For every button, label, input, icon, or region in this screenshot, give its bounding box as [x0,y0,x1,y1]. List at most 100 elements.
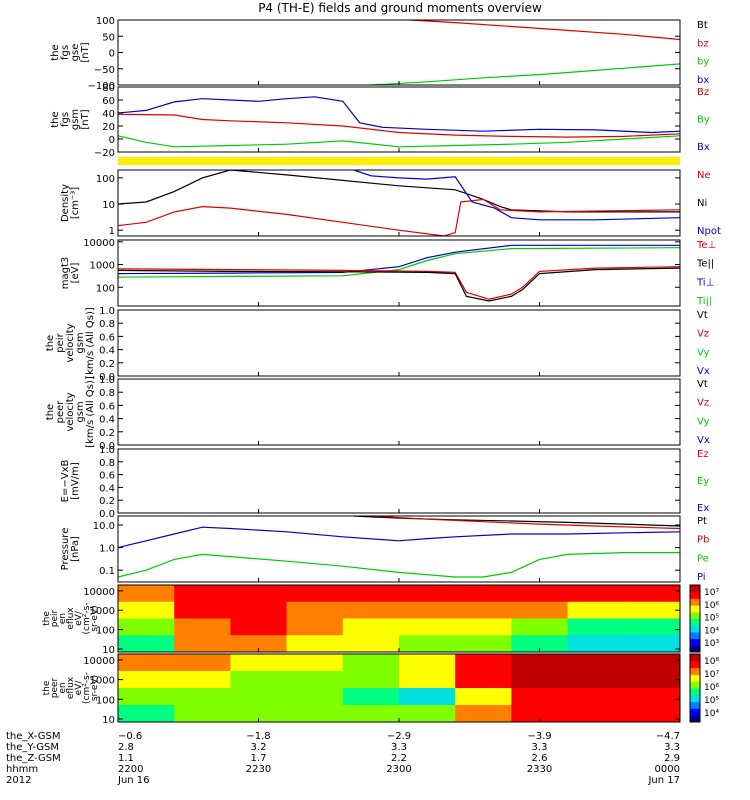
legend-Te⊥: Te⊥ [696,240,716,251]
panel-fgs-gsm: Bz By Bx 80 60 40 20 0 −20 the fgs gsm [nT] [50,83,710,159]
y-label-line: fgs [60,45,71,60]
legend-Ex: Ex [697,503,709,514]
heatmap-cell [623,688,681,706]
series-by [370,63,681,86]
heatmap-cell [174,688,231,706]
heatmap-cell [230,705,288,723]
heatmap-cell [399,688,456,706]
legend-Vy: Vy [697,347,710,358]
y-label-line: gsm [75,332,86,353]
heatmap-cell [230,688,288,706]
y-label-line: gsm [75,401,86,422]
heatmap-cell [342,618,400,636]
heatmap-cell [174,618,231,636]
y-axis-label: Pressure [nPa] [60,528,81,571]
y-axis-label: the fgs gsm [nT] [50,109,91,130]
heatmap-cell [455,635,512,653]
series-Ni [117,169,680,213]
y-tick-label: 0.4 [99,346,115,357]
series-Pi [117,526,681,549]
heatmap-cell [623,585,681,603]
x-row-label: the_Y-GSM [6,742,59,753]
heatmap-cell [174,654,231,672]
heatmap-cell [286,618,344,636]
y-label-line: eV/ [74,680,84,696]
x-tick-value: −3.9 [527,731,551,742]
x-tick-value: −1.8 [246,731,270,742]
x-axis-labels: the_X-GSMthe_Y-GSMthe_Z-GSMhhmm2012−0.62… [6,731,680,786]
colorbar-label: 10⁶ [704,683,719,693]
heatmap-cell [118,635,175,653]
heatmap-cell [286,601,344,619]
x-tick-value: −2.9 [387,731,411,742]
x-tick-value: 1.1 [118,753,134,764]
y-label-line: eflux [66,676,76,699]
heatmap-cell [342,705,400,723]
y-label-line: peer [50,677,60,698]
y-tick-label: 0.0 [99,441,115,452]
heatmap-cell [455,618,512,636]
y-tick-label: 1000 [90,606,115,617]
heatmap-cell [455,585,512,603]
colorbar-segment [690,631,700,640]
y-tick-label: 0.1 [99,566,115,577]
y-label-line: sr-eV) [90,675,100,701]
heatmap-cell [286,671,344,689]
series-Bx [117,96,681,134]
legend-Vx: Vx [697,366,710,377]
heatmap-cell [118,688,175,706]
y-label-line: the [42,680,52,695]
colorbar-segment [690,708,700,716]
heatmap-cell [511,618,569,636]
series-Ti⊥ [117,244,680,275]
colorbar-label: 10⁷ [704,588,719,598]
y-tick-label: 1000 [90,676,115,687]
panel-frame [117,169,681,237]
panel-efield: Ez Ey Ex 1.0 0.8 0.60.4 0.2 0.0 E=−VxB [mV/m] [60,445,709,520]
flag-bar [118,157,680,165]
x-tick-value: 1.7 [251,753,267,764]
y-tick-label: 20 [102,122,115,133]
heatmap-cell [286,585,344,603]
heatmap-cell [174,585,231,603]
y-tick-label: 10 [102,715,115,726]
y-tick-label: −100 [88,81,115,92]
panel-fgs-gse: Bt bz by bx 100 50 0 −50 −100 the fgs gse [nT] [50,16,709,92]
series-Te⊥ [117,266,681,300]
x-row-label: the_X-GSM [6,731,60,742]
heatmap-cell [623,654,681,672]
legend-Vt: Vt [697,379,708,390]
y-tick-label: 100 [96,174,115,185]
panel-frame [117,19,681,86]
heatmap-cell [174,705,231,723]
heatmap-cell [399,585,456,603]
x-tick-value: Jun 17 [647,775,680,786]
colorbar-frame [689,584,701,653]
colorbar-segment [690,598,700,606]
y-label-line: peir [55,332,66,352]
heatmap-cell [511,654,569,672]
y-tick-label: 100 [96,695,115,706]
y-tick-label: 100 [96,16,115,27]
figure-title: P4 (TH-E) fields and ground moments over… [258,1,542,15]
legend-bx: bx [697,75,709,86]
colorbar-segment [690,638,700,646]
y-label-line: gsm [70,109,81,130]
y-label-line: velocity [65,392,76,431]
heatmap-cell [399,601,456,619]
colorbar-segment [690,654,700,662]
y-label-line: Density [60,184,71,222]
y-label-line: [eV] [70,263,81,284]
y-tick-label: 1.0 [99,544,115,555]
heatmap-cell [399,671,456,689]
legend-Ne: Ne [697,170,711,181]
colorbar-segment [690,605,700,613]
legend-Ti⊥: Ti⊥ [696,277,714,288]
series-By [117,135,681,148]
heatmap-cell [230,618,288,636]
y-label-line: fgs [60,112,71,127]
y-tick-label: 0.8 [99,319,115,330]
legend-Vx: Vx [697,435,710,446]
